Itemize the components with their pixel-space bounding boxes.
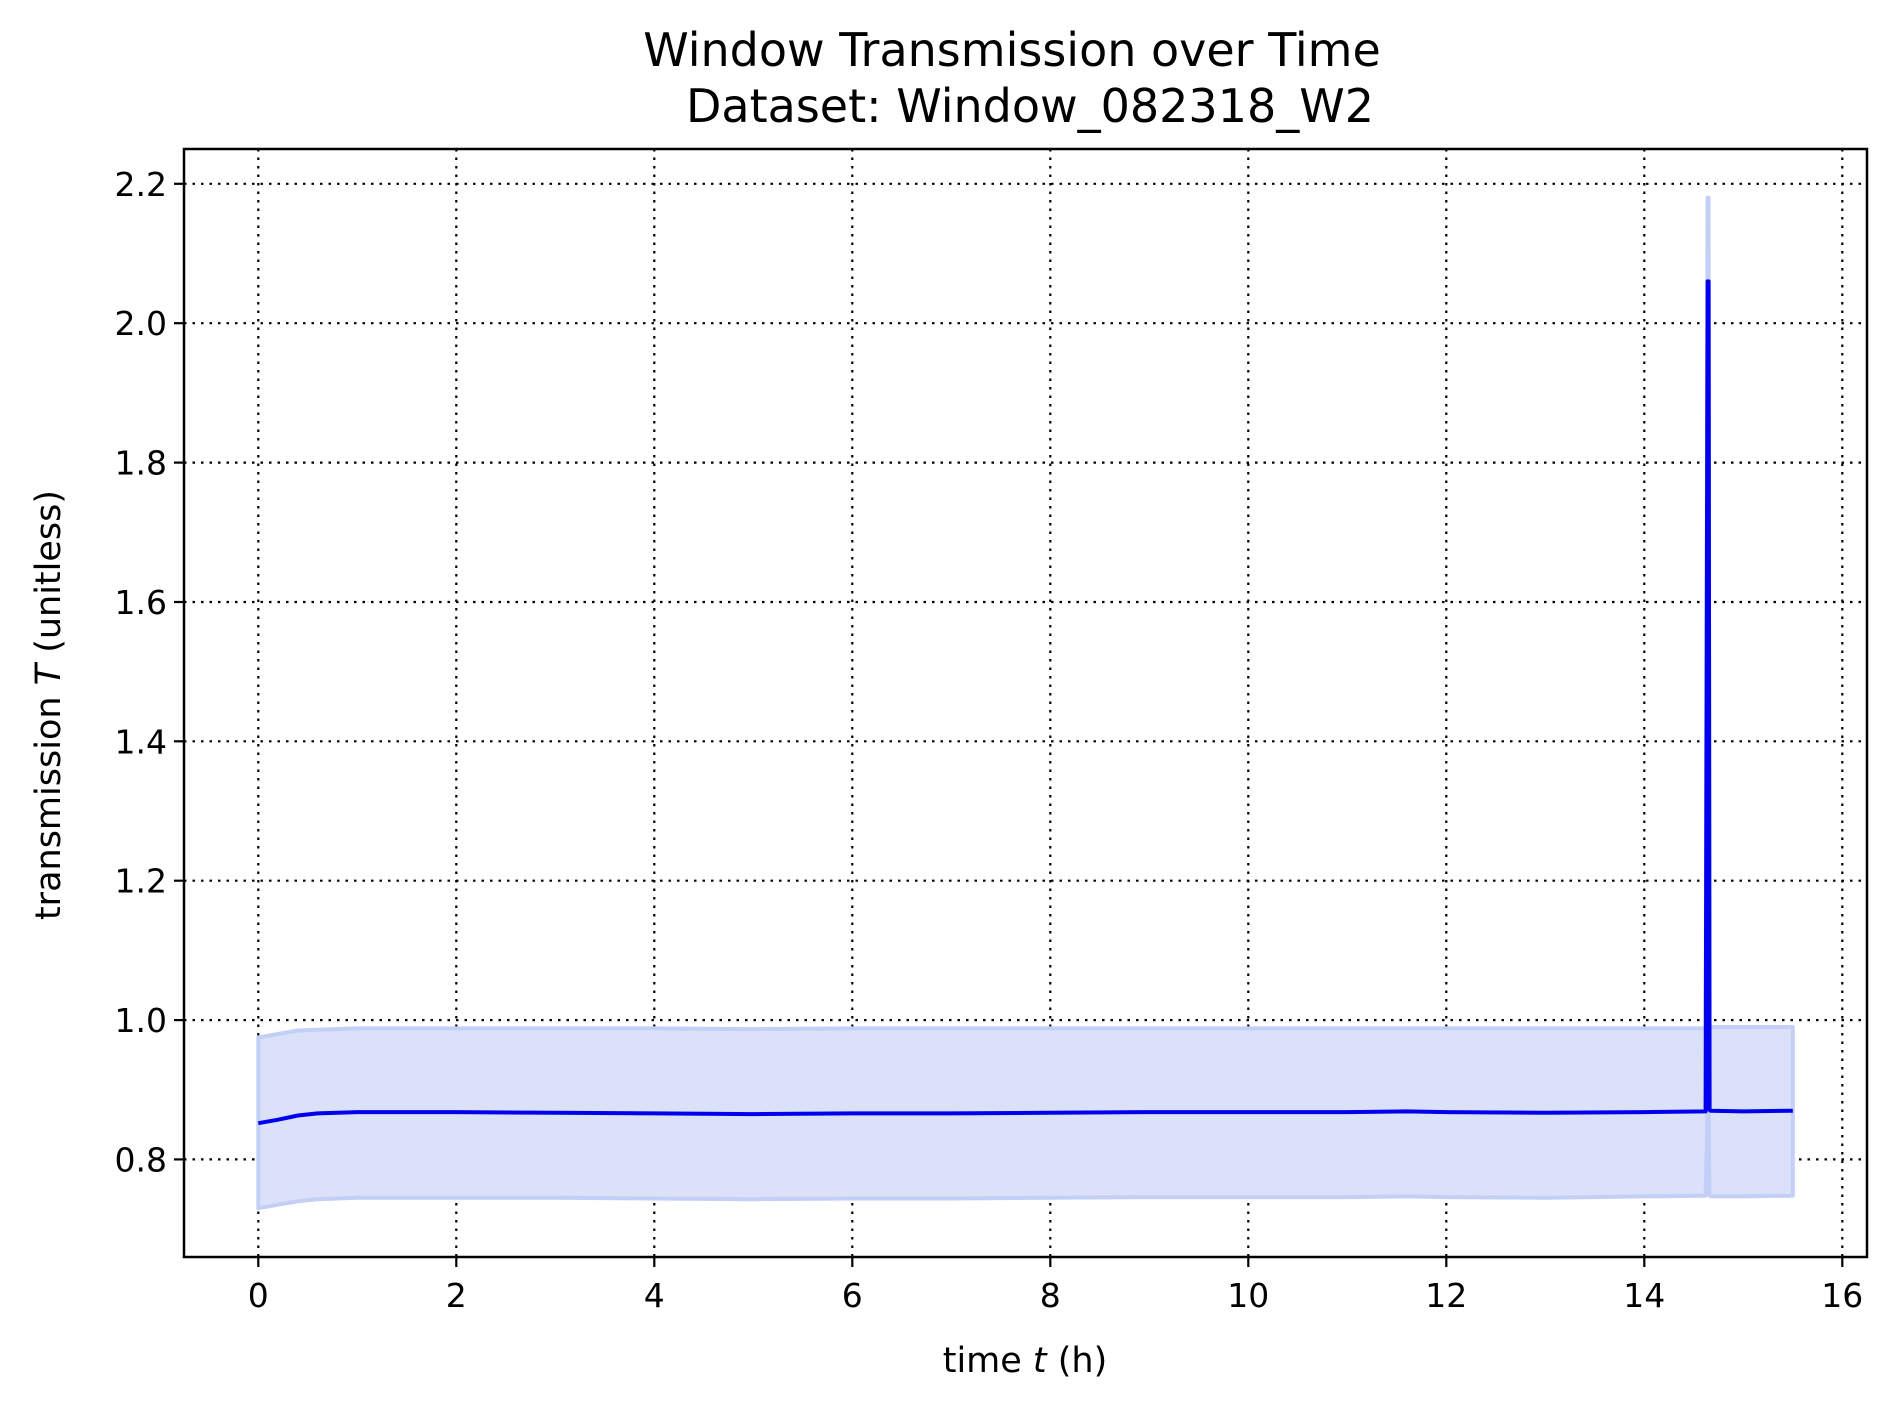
grid-lines (184, 149, 1867, 1257)
x-tick-label: 12 (1425, 1276, 1467, 1315)
y-tick-label: 1.2 (115, 862, 167, 901)
series-line-layer (257, 279, 1793, 1126)
x-tick-label: 16 (1821, 1276, 1863, 1315)
x-tick-label: 10 (1227, 1276, 1269, 1315)
chart-title: Window Transmission over Time (643, 23, 1381, 77)
confidence-band-layer (256, 195, 1795, 1211)
uncertainty-band (256, 195, 1795, 1211)
y-tick-label: 1.6 (115, 583, 167, 622)
y-tick-label: 1.0 (115, 1001, 167, 1040)
plot-frame (182, 147, 1869, 1259)
x-tick-label: 14 (1623, 1276, 1665, 1315)
y-tick-label: 1.8 (115, 444, 167, 483)
y-axis-ticks: 0.8 1.0 1.2 1.4 1.6 1.8 2.0 2.2 (115, 165, 184, 1179)
y-axis-label: transmission T (unitless) (29, 490, 69, 920)
chart-subtitle: Dataset: Window_082318_W2 (686, 79, 1374, 133)
y-tick-label: 2.2 (115, 165, 167, 204)
x-tick-label: 4 (644, 1276, 665, 1315)
x-tick-label: 0 (248, 1276, 269, 1315)
y-tick-label: 2.0 (115, 304, 167, 343)
x-tick-label: 2 (446, 1276, 467, 1315)
x-tick-label: 6 (842, 1276, 863, 1315)
y-tick-label: 1.4 (115, 722, 167, 761)
x-tick-label: 8 (1040, 1276, 1061, 1315)
x-axis-label: time t (h) (943, 1341, 1108, 1381)
y-tick-label: 0.8 (115, 1140, 167, 1179)
x-axis-ticks: 0 2 4 6 8 10 12 14 16 (248, 1257, 1863, 1315)
transmission-line (257, 279, 1793, 1126)
